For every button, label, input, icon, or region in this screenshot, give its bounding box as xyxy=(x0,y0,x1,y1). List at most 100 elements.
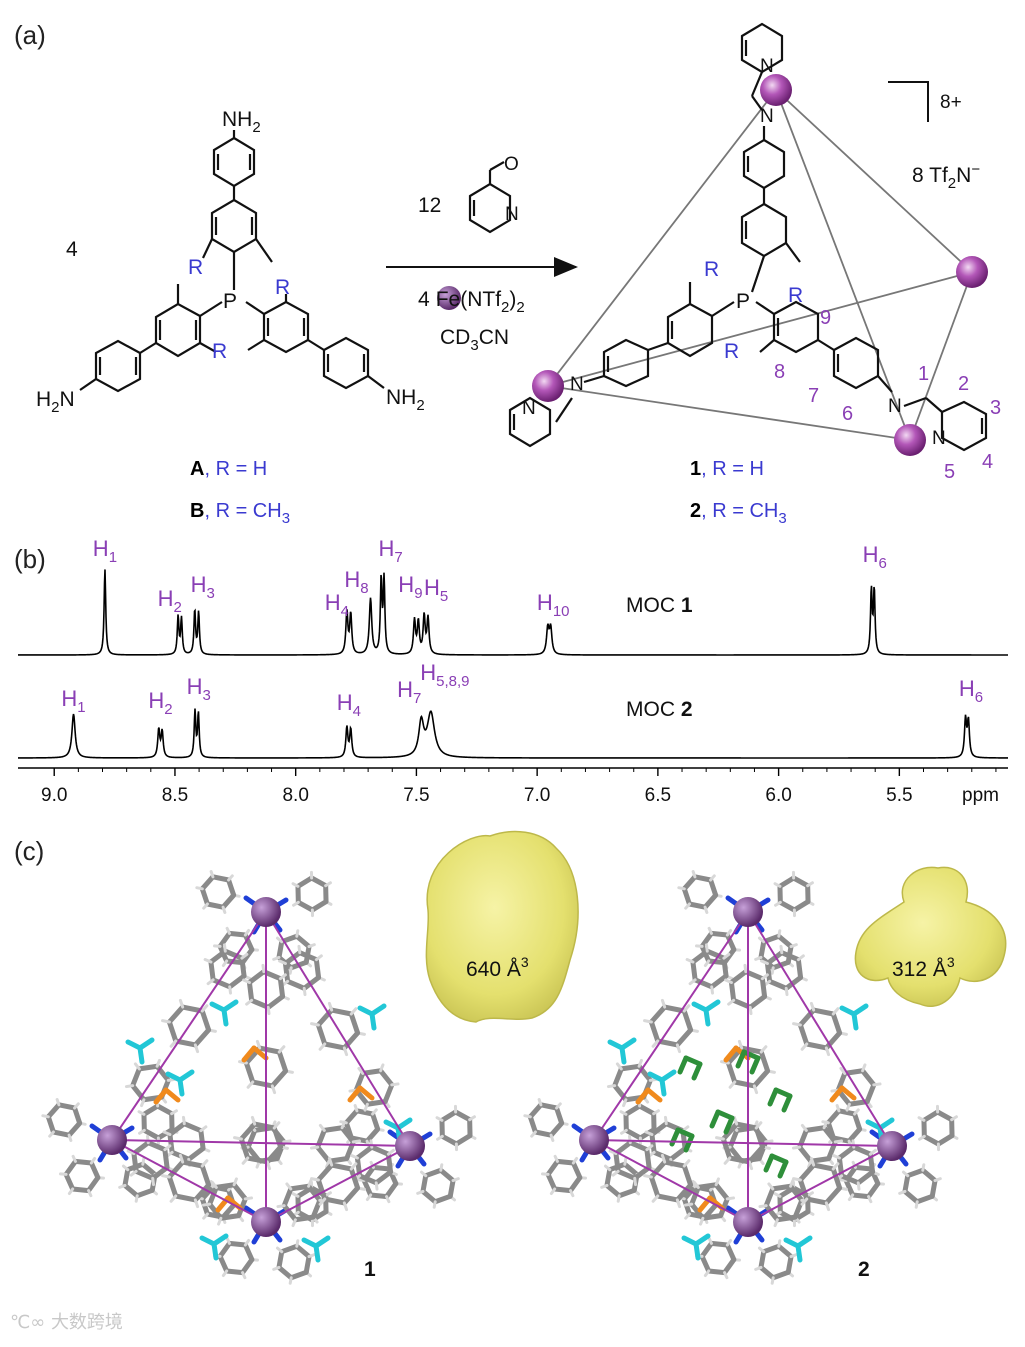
hydrogen-stick xyxy=(324,1191,332,1198)
hydrogen-stick xyxy=(363,1102,369,1112)
guest-stick xyxy=(675,1127,695,1139)
tetrahedron-edge xyxy=(747,1145,893,1223)
ring-stick xyxy=(281,1186,294,1209)
hydrogen-stick xyxy=(603,1164,612,1172)
hydrogen-stick xyxy=(720,1060,730,1065)
ring-stick xyxy=(612,1083,629,1103)
ring-stick xyxy=(309,899,329,913)
hydrogen-stick xyxy=(847,1193,855,1202)
ring-stick xyxy=(763,1203,780,1223)
hydrogen-stick xyxy=(71,1154,77,1163)
cavity-1-label: 640 Å3 xyxy=(466,954,529,981)
cage-r-right: R xyxy=(788,284,803,307)
tetrahedron-edge xyxy=(111,1139,411,1147)
ring-stick xyxy=(851,1144,873,1157)
hydrogen-stick xyxy=(223,943,227,953)
ring-stick xyxy=(166,1159,186,1180)
hydrogen-stick xyxy=(243,1238,251,1247)
hydrogen-stick xyxy=(272,1121,281,1130)
ring-stick xyxy=(301,975,322,991)
ring-stick xyxy=(167,1131,175,1155)
hydrogen-stick xyxy=(129,1169,138,1177)
ring-stick xyxy=(538,1102,560,1111)
ring-stick xyxy=(604,1182,622,1199)
ring-stick xyxy=(795,957,804,981)
ring-stick xyxy=(50,1129,72,1138)
hydrogen-stick xyxy=(309,1145,320,1150)
hydrogen-stick xyxy=(297,944,302,955)
hydrogen-stick xyxy=(774,900,782,907)
phosphorus-stick xyxy=(251,1045,269,1061)
hydrogen-stick xyxy=(67,1187,75,1196)
ring-stick xyxy=(145,1140,168,1153)
ring-stick xyxy=(668,1146,688,1162)
solvent: CD3CN xyxy=(440,326,509,354)
iron-atom xyxy=(395,1131,425,1161)
hydrogen-stick xyxy=(549,1187,557,1196)
hydrogen-stick xyxy=(241,1156,250,1165)
ring-stick xyxy=(217,1253,230,1274)
hydrogen-stick xyxy=(684,902,691,910)
ring-stick xyxy=(315,1177,328,1202)
guest-stick xyxy=(709,1109,721,1129)
ring-stick xyxy=(935,1109,955,1123)
ring-stick xyxy=(218,1213,242,1221)
ring-stick xyxy=(63,1171,76,1192)
hydrogen-stick xyxy=(707,926,713,935)
hydrogen-stick xyxy=(914,1200,919,1209)
ring-stick xyxy=(797,1144,814,1164)
hydrogen-stick xyxy=(240,952,249,960)
ring-stick xyxy=(329,1162,354,1172)
ring-stick xyxy=(727,1127,740,1150)
hydrogen-stick xyxy=(831,1162,840,1171)
ring-stick xyxy=(797,1022,810,1047)
ring-stick xyxy=(902,1173,911,1194)
ppm-tick-label: 6.0 xyxy=(765,785,791,806)
hydrogen-stick xyxy=(202,1212,209,1220)
hydrogen-stick xyxy=(754,1121,763,1130)
hydrogen-stick xyxy=(151,1176,155,1187)
ligand-r-top: R xyxy=(188,256,203,279)
guest-stick xyxy=(715,1109,735,1121)
ring-stick xyxy=(692,874,714,883)
ring-stick xyxy=(329,1007,354,1017)
hydrogen-stick xyxy=(831,1007,840,1016)
pos-5: 5 xyxy=(944,461,955,483)
ring-stick xyxy=(674,1027,694,1048)
ring-stick xyxy=(343,1108,360,1126)
ring-stick xyxy=(692,977,715,990)
ring-stick xyxy=(554,1105,565,1126)
ring-stick xyxy=(199,1008,212,1033)
ring-stick xyxy=(725,1060,738,1085)
peak-label: H3 xyxy=(187,674,211,704)
ring-stick xyxy=(855,1169,876,1186)
hydrogen-stick xyxy=(228,985,232,995)
ring-stick xyxy=(774,1214,798,1223)
ring-stick xyxy=(269,1068,289,1089)
hydrogen-stick xyxy=(318,1197,327,1206)
ring-stick xyxy=(823,1030,843,1051)
phosphorus-stick xyxy=(829,1085,845,1103)
hydrogen-stick xyxy=(225,926,231,935)
hydrogen-stick xyxy=(302,986,307,997)
hydrogen-stick xyxy=(773,882,782,888)
charge-bracket xyxy=(888,81,929,122)
hydrogen-stick xyxy=(55,1098,61,1107)
hydrogen-stick xyxy=(732,1115,739,1126)
ring-stick xyxy=(252,1121,277,1131)
ring-stick xyxy=(140,1161,158,1178)
hydrogen-stick xyxy=(709,874,716,882)
ring-stick xyxy=(133,1168,156,1181)
ring-stick xyxy=(277,976,286,1000)
hydrogen-stick xyxy=(87,1189,93,1198)
peak-label: H4 xyxy=(337,690,361,720)
fe-sphere-bottom xyxy=(894,424,926,456)
hydrogen-stick xyxy=(371,1108,378,1116)
hydrogen-stick xyxy=(868,1148,877,1156)
ring-stick xyxy=(721,955,729,979)
tetrahedron-edge xyxy=(111,1139,267,1223)
cage-structure: N N R P R N N R xyxy=(508,22,1001,483)
ring-stick xyxy=(315,1162,335,1183)
hydrogen-stick xyxy=(682,1159,691,1168)
ring-stick xyxy=(830,1166,843,1191)
